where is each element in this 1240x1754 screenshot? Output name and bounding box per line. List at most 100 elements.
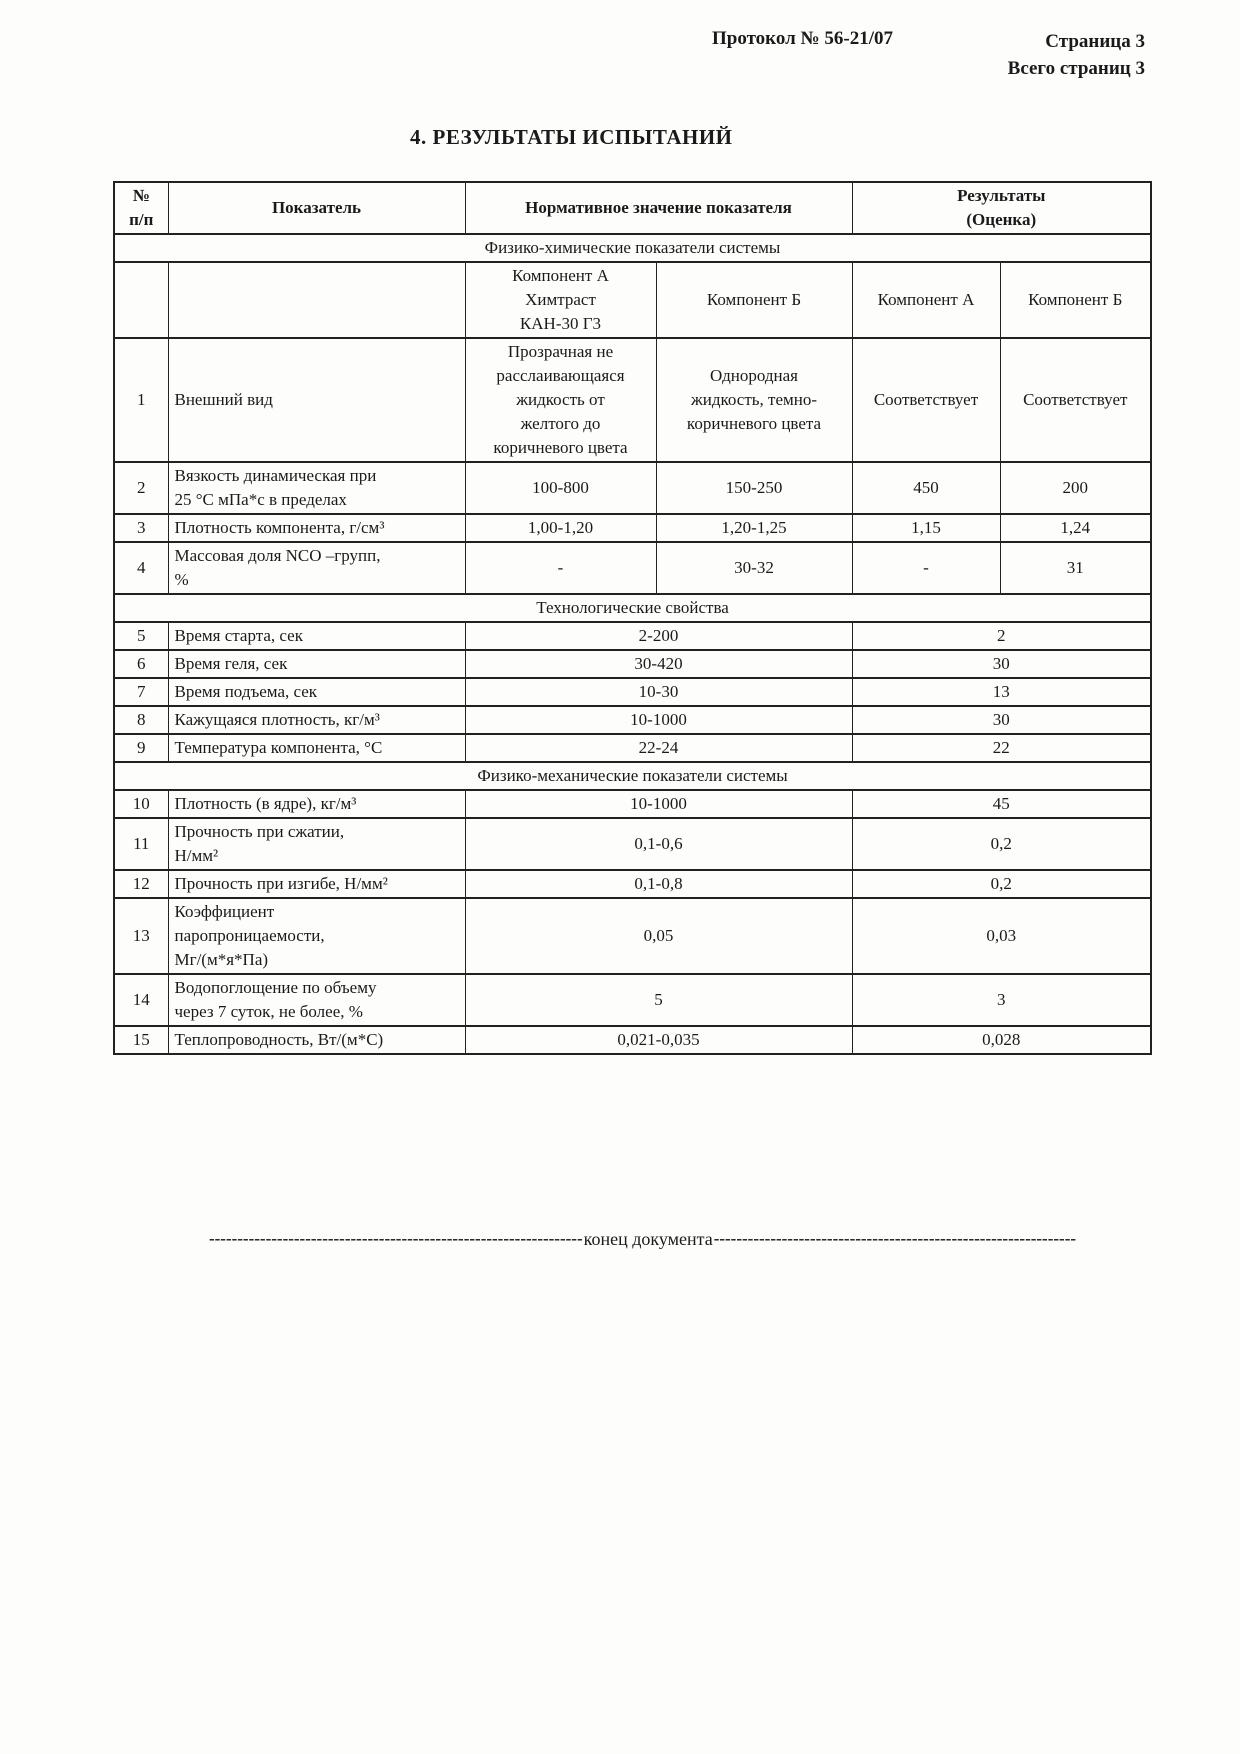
- row-num: 7: [113, 677, 169, 707]
- row-result: 30: [851, 705, 1152, 735]
- row-res-a: -: [851, 541, 1001, 595]
- row-res-a: Соответствует: [851, 337, 1001, 463]
- subheader-normative-component-b: Компонент Б: [655, 261, 853, 339]
- row2-name-line2: 25 °С мПа*с в пределах: [174, 490, 347, 509]
- row-norm-a: 100-800: [464, 461, 657, 515]
- row-norm-a: -: [464, 541, 657, 595]
- end-line-dashes-right: ----------------------------------------…: [713, 1229, 1077, 1248]
- subheader-empty-num: [113, 261, 169, 339]
- row-num: 8: [113, 705, 169, 735]
- subheader-result-component-b: Компонент Б: [999, 261, 1152, 339]
- col-header-results-line1: Результаты: [957, 186, 1046, 205]
- row-result: 0,03: [851, 897, 1152, 975]
- row-indicator: Массовая доля NCO –групп, %: [167, 541, 466, 595]
- subheader-result-component-a: Компонент А: [851, 261, 1001, 339]
- row-result: 22: [851, 733, 1152, 763]
- row-num: 13: [113, 897, 169, 975]
- table-header-row: № п/п Показатель Нормативное значение по…: [113, 181, 1152, 235]
- header-page-number: Страница 3: [1045, 31, 1145, 52]
- row13-name-line1: Коэффициент: [174, 902, 275, 921]
- row14-name-line2: через 7 суток, не более, %: [174, 1002, 363, 1021]
- row1-norm-a-line4: желтого до: [520, 414, 601, 433]
- row-norm-b: 150-250: [655, 461, 853, 515]
- row-num: 6: [113, 649, 169, 679]
- row-num: 1: [113, 337, 169, 463]
- row1-norm-b-line1: Однородная: [710, 366, 798, 385]
- header-protocol-number: Протокол № 56-21/07: [712, 28, 893, 49]
- table-row-13: 13 Коэффициент паропроницаемости, Мг/(м*…: [113, 897, 1152, 975]
- row4-name-line2: %: [174, 570, 189, 589]
- section-title-phys-chem: Физико-химические показатели системы: [113, 233, 1152, 263]
- row-norm: 30-420: [464, 649, 853, 679]
- row-norm: 22-24: [464, 733, 853, 763]
- table-row-7: 7 Время подъема, сек 10-30 13: [113, 677, 1152, 707]
- row-norm: 10-1000: [464, 789, 853, 819]
- col-header-num-line2: п/п: [129, 210, 154, 229]
- row-norm: 2-200: [464, 621, 853, 651]
- table-row-15: 15 Теплопроводность, Вт/(м*С) 0,021-0,03…: [113, 1025, 1152, 1055]
- header-page-info: Страница 3 Всего страниц 3: [1008, 28, 1145, 82]
- row-num: 11: [113, 817, 169, 871]
- row-num: 2: [113, 461, 169, 515]
- section-row-phys-mech: Физико-механические показатели системы: [113, 761, 1152, 791]
- subheader-empty-indicator: [167, 261, 466, 339]
- section-row-phys-chem: Физико-химические показатели системы: [113, 233, 1152, 263]
- row13-name-line3: Мг/(м*я*Па): [174, 950, 269, 969]
- row-indicator: Плотность компонента, г/см³: [167, 513, 466, 543]
- end-of-document-line: ----------------------------------------…: [180, 1226, 1105, 1252]
- subheader-norm-a-line3: КАН-30 Г3: [519, 314, 602, 333]
- row-norm-a: 1,00-1,20: [464, 513, 657, 543]
- row-norm: 5: [464, 973, 853, 1027]
- table-row-8: 8 Кажущаяся плотность, кг/м³ 10-1000 30: [113, 705, 1152, 735]
- row-result: 2: [851, 621, 1152, 651]
- row-res-b: Соответствует: [999, 337, 1152, 463]
- row-indicator: Время старта, сек: [167, 621, 466, 651]
- row1-norm-b-line3: коричневого цвета: [686, 414, 822, 433]
- row-num: 12: [113, 869, 169, 899]
- row-norm-b: Однородная жидкость, темно- коричневого …: [655, 337, 853, 463]
- row-res-b: 31: [999, 541, 1152, 595]
- row-norm: 10-30: [464, 677, 853, 707]
- section-title-tech: Технологические свойства: [113, 593, 1152, 623]
- header-total-pages: Всего страниц 3: [1007, 58, 1145, 79]
- row1-norm-b-line2: жидкость, темно-: [690, 390, 818, 409]
- row-norm: 0,021-0,035: [464, 1025, 853, 1055]
- col-header-results: Результаты (Оценка): [851, 181, 1152, 235]
- table-row-5: 5 Время старта, сек 2-200 2: [113, 621, 1152, 651]
- row11-name-line1: Прочность при сжатии,: [174, 822, 345, 841]
- col-header-num-line1: №: [132, 186, 150, 205]
- page-title: 4. РЕЗУЛЬТАТЫ ИСПЫТАНИЙ: [410, 125, 733, 149]
- row-result: 3: [851, 973, 1152, 1027]
- col-header-normative: Нормативное значение показателя: [464, 181, 853, 235]
- row-norm: 0,1-0,8: [464, 869, 853, 899]
- row-indicator: Кажущаяся плотность, кг/м³: [167, 705, 466, 735]
- row-norm: 0,05: [464, 897, 853, 975]
- row-result: 45: [851, 789, 1152, 819]
- row-result: 0,2: [851, 817, 1152, 871]
- row-indicator: Вязкость динамическая при 25 °С мПа*с в …: [167, 461, 466, 515]
- row-res-a: 1,15: [851, 513, 1001, 543]
- row-norm: 0,1-0,6: [464, 817, 853, 871]
- end-line-dashes-left: ----------------------------------------…: [208, 1229, 583, 1248]
- row1-norm-a-line2: расслаивающаяся: [496, 366, 625, 385]
- row-indicator: Температура компонента, °С: [167, 733, 466, 763]
- table-row-4: 4 Массовая доля NCO –групп, % - 30-32 - …: [113, 541, 1152, 595]
- section-row-tech: Технологические свойства: [113, 593, 1152, 623]
- row-num: 5: [113, 621, 169, 651]
- row-indicator: Время геля, сек: [167, 649, 466, 679]
- row-norm-b: 1,20-1,25: [655, 513, 853, 543]
- subheader-normative-component-a: Компонент А Химтраст КАН-30 Г3: [464, 261, 657, 339]
- table-row-9: 9 Температура компонента, °С 22-24 22: [113, 733, 1152, 763]
- col-header-indicator: Показатель: [167, 181, 466, 235]
- row-norm-b: 30-32: [655, 541, 853, 595]
- row-num: 9: [113, 733, 169, 763]
- subheader-norm-a-line1: Компонент А: [512, 266, 609, 285]
- row11-name-line2: Н/мм²: [174, 846, 219, 865]
- row1-norm-a-line3: жидкость от: [516, 390, 605, 409]
- table-row-6: 6 Время геля, сек 30-420 30: [113, 649, 1152, 679]
- row-result: 0,2: [851, 869, 1152, 899]
- section-title-phys-mech: Физико-механические показатели системы: [113, 761, 1152, 791]
- row-indicator: Теплопроводность, Вт/(м*С): [167, 1025, 466, 1055]
- row-num: 10: [113, 789, 169, 819]
- col-header-num: № п/п: [113, 181, 169, 235]
